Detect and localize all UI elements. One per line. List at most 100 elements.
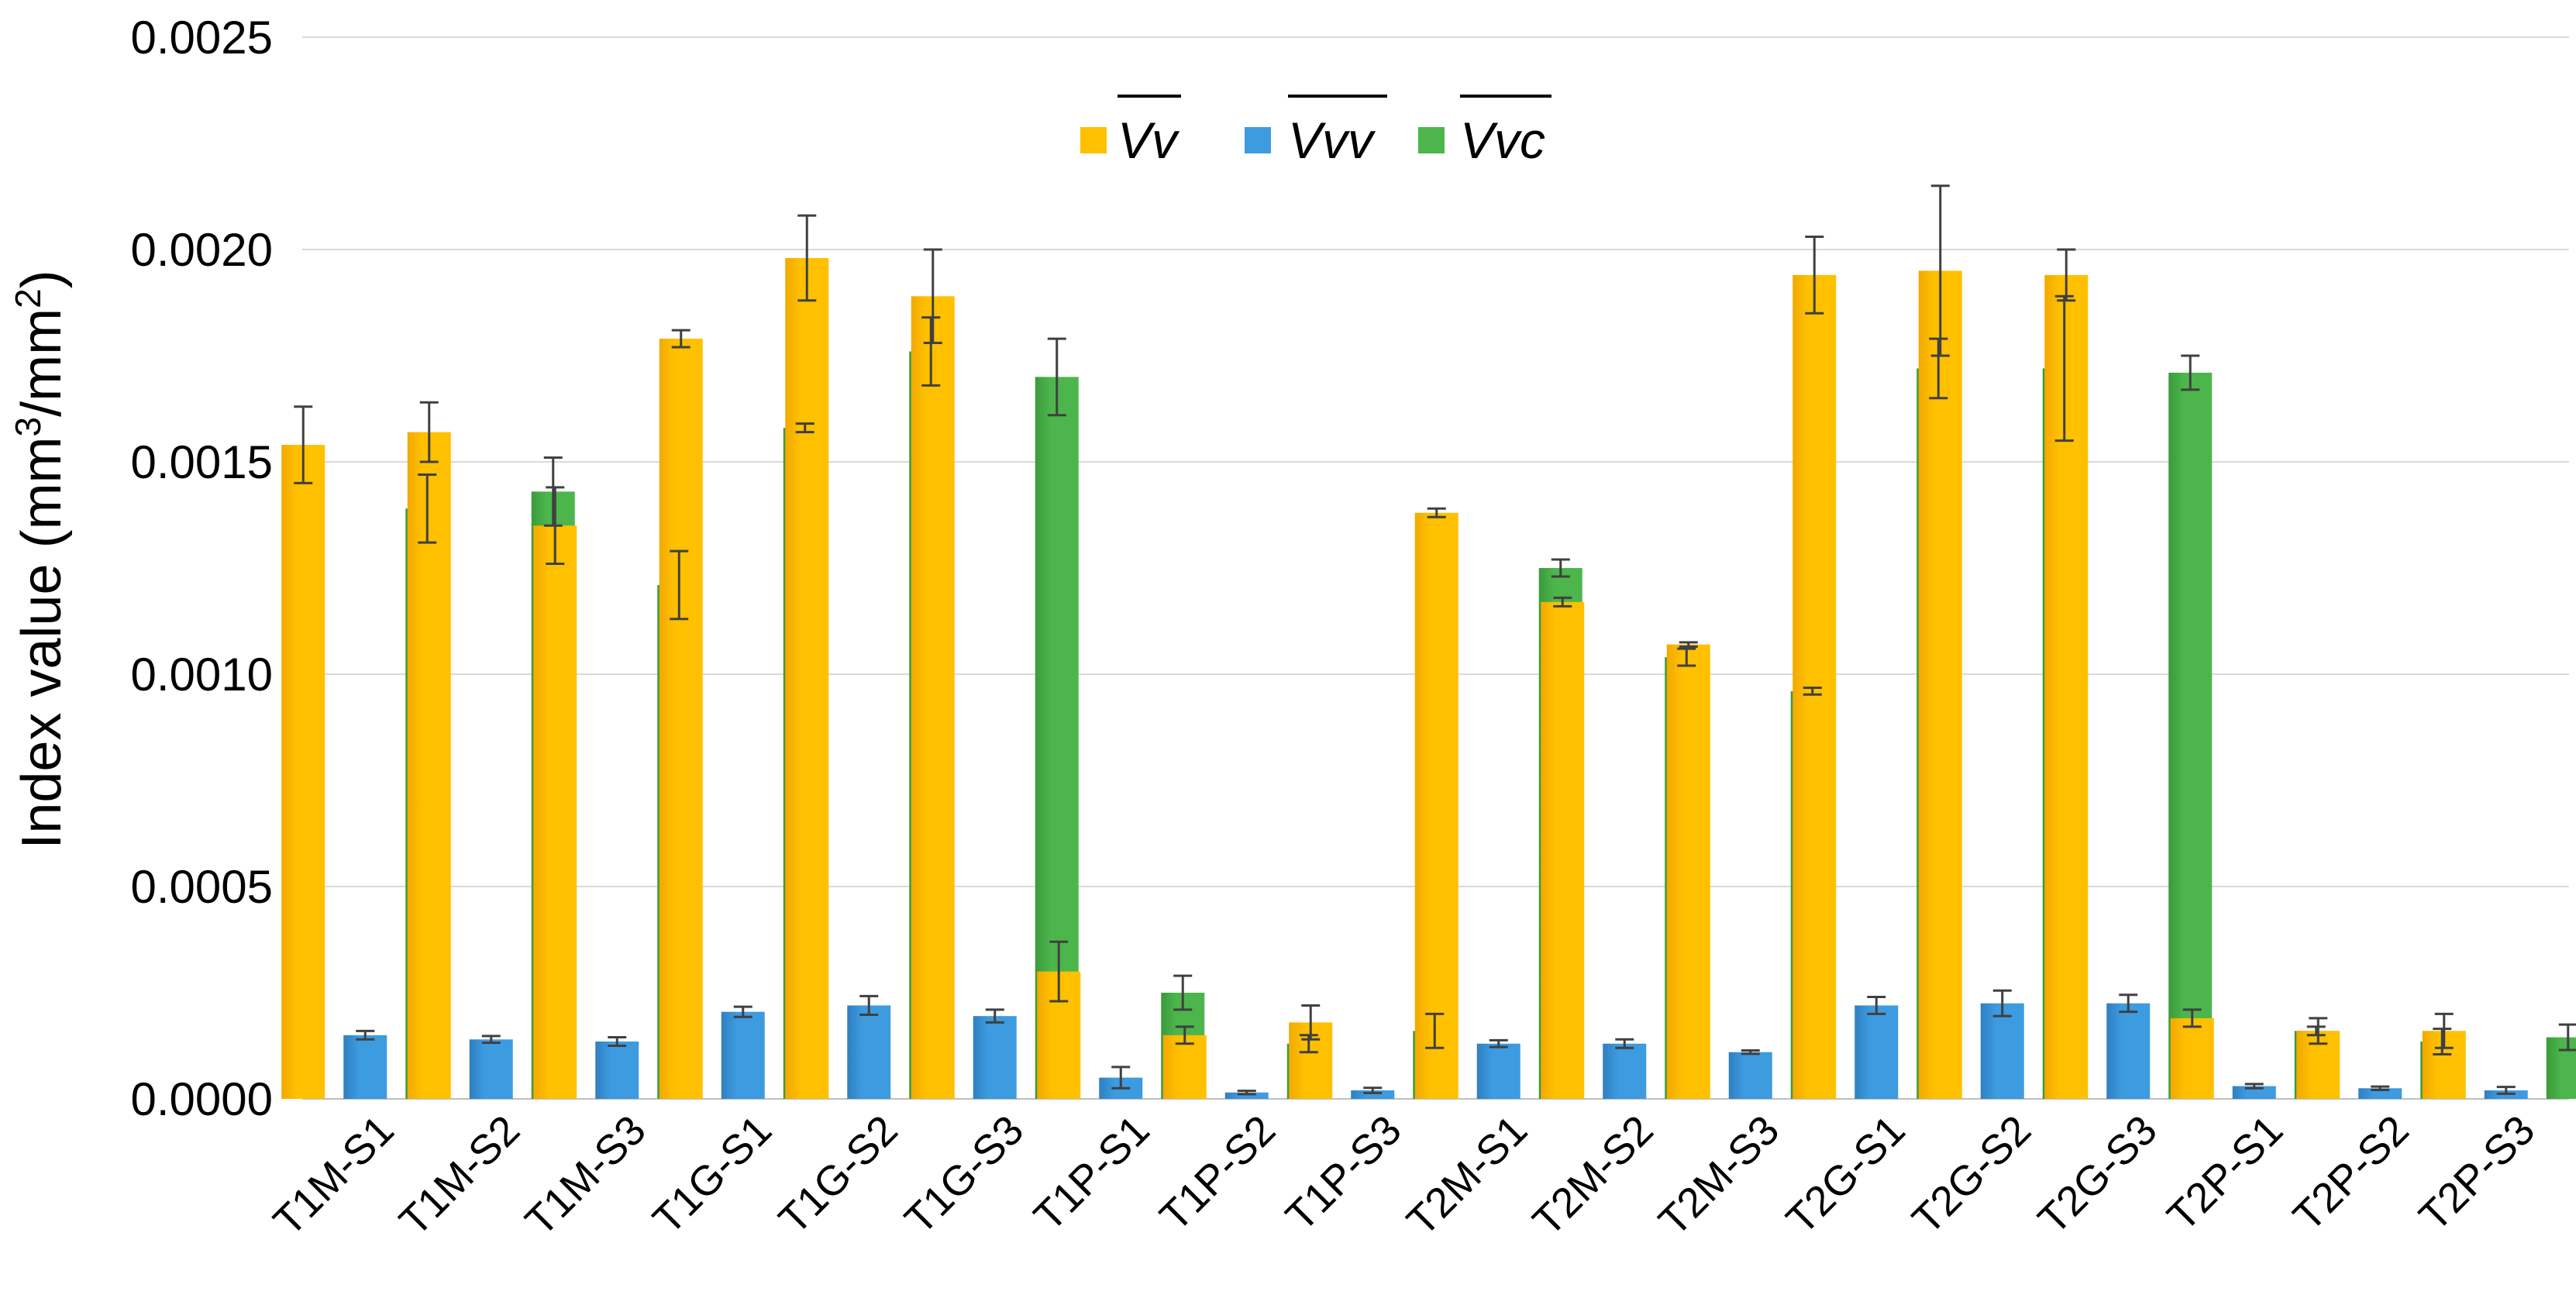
y-tick-labels: 0.0000 0.0005 0.0010 0.0015 0.0020 0.0025 [130,12,273,1125]
error-bar-vvc-t1p-s1 [1173,974,1193,1011]
bar-vvv-t2m-s2 [1603,1043,1647,1099]
y-tick-label: 0.0025 [130,12,273,64]
bar-vv-t1g-s1 [659,339,703,1100]
y-axis-title-middle: /mm [11,308,73,417]
y-tick-label: 0.0000 [130,1073,273,1125]
error-bar-vvc-t2g-s2 [2054,294,2074,442]
y-axis-title: Index value (mm3/mm2) [8,270,73,849]
error-bar-vvv-t2p-s1 [2244,1083,2264,1090]
category-labels: T1M-S1T1M-S2T1M-S3T1G-S1T1G-S2T1G-S3T1P-… [265,1107,2544,1245]
category-label: T1P-S3 [1277,1107,1410,1240]
bar-vvv-t1g-s1 [721,1011,765,1099]
category-label: T1G-S1 [644,1107,780,1243]
category-label: T2P-S1 [2158,1107,2292,1240]
category-label: T1G-S3 [896,1107,1032,1243]
bar-vvv-t2g-s3 [2106,1003,2151,1099]
category-label: T2M-S2 [1524,1107,1662,1245]
category-label: T1G-S2 [770,1107,907,1243]
bar-vv-t1p-s2 [1162,1035,1207,1099]
bar-vvv-t2p-s2 [2358,1088,2402,1099]
error-bar-vv-t1g-s1 [671,329,690,349]
error-bar-vvv-t2g-s2 [1992,989,2012,1017]
error-bar-vv-t1m-s2 [419,401,439,463]
y-axis-title-sup2: 2 [8,288,48,308]
error-bar-vvc-t2p-s2 [2433,1028,2452,1055]
error-bar-vvc-t1m-s2 [543,456,563,527]
legend-label-vvc: Vvc [1460,112,1545,169]
y-axis-title-prefix: Index value (mm [11,436,73,849]
bar-vvv-t1m-s1 [343,1035,387,1099]
category-label: T2M-S3 [1650,1107,1788,1245]
bar-vvv-t1g-s3 [973,1016,1017,1099]
error-bar-vvv-t2m-s1 [1489,1038,1508,1048]
category-label: T2P-S2 [2285,1107,2418,1240]
category-label: T1P-S1 [1025,1107,1159,1240]
error-bar-vvv-t1p-s2 [1237,1090,1256,1096]
bar-vvv-t1p-s3 [1351,1090,1395,1099]
bar-vv-t2g-s3 [2044,274,2089,1099]
bar-vvv-t2p-s1 [2232,1086,2276,1099]
error-bar-vvc-t2p-s3 [2558,1023,2576,1052]
bar-vvc-t2p-s3 [2546,1037,2576,1099]
error-bar-vvv-t2m-s2 [1615,1038,1634,1049]
error-bar-vvv-t2p-s3 [2496,1086,2516,1095]
error-bar-vv-t1p-s1 [1049,940,1069,1003]
error-bar-vv-t2m-s3 [1679,641,1698,648]
error-bar-vv-t1p-s2 [1175,1025,1194,1045]
error-bar-vv-t1g-s2 [797,214,817,302]
error-bar-vvc-t2p-s1 [2306,1025,2326,1037]
error-bar-vv-t2g-s3 [2057,248,2076,302]
category-label: T2G-S1 [1778,1107,1914,1243]
bar-vv-t2m-s2 [1541,601,1585,1099]
error-bar-vvv-t2g-s1 [1867,995,1886,1015]
bar-vv-t1m-s3 [533,525,577,1099]
category-label: T1P-S2 [1151,1107,1284,1240]
legend-swatch-vv [1080,127,1107,153]
error-bar-vvc-t1g-s2 [921,316,941,387]
error-bar-vvc-t2g-s1 [1929,337,1948,400]
error-bar-vv-t1p-s3 [1301,1004,1321,1041]
error-bar-vvc-t1m-s1 [418,473,437,544]
error-bar-vv-t1m-s3 [546,486,565,566]
error-bar-vv-t2m-s2 [1553,596,1572,608]
bars [281,257,2576,1100]
error-bar-vvc-t2m-s3 [1803,687,1822,696]
error-bar-vvv-t1m-s1 [356,1029,375,1041]
error-bar-vvc-t1g-s3 [1047,337,1066,417]
error-bar-vvv-t1g-s1 [733,1005,752,1018]
error-bar-vvc-t1p-s3 [1425,1012,1445,1049]
category-label: T2G-S2 [1903,1107,2040,1243]
bar-vvc-t2g-s3 [2168,372,2213,1099]
category-label: T1M-S2 [391,1107,529,1245]
legend-swatch-vvc [1418,127,1445,153]
error-bar-vvv-t1p-s3 [1363,1086,1383,1094]
legend-label-vvv: Vvv [1288,112,1376,169]
error-bar-vvc-t1g-s1 [795,422,814,434]
error-bar-vv-t1g-s3 [923,248,942,345]
error-bar-vv-t2g-s2 [1930,184,1950,357]
legend-swatch-vvv [1245,127,1271,153]
error-bar-vvc-t1p-s2 [1299,1034,1318,1054]
bar-vvv-t2g-s1 [1855,1005,1899,1099]
error-bar-vv-t2p-s1 [2182,1008,2202,1028]
bar-vv-t1m-s1 [281,445,325,1099]
y-tick-label: 0.0010 [130,649,273,701]
error-bar-vv-t2p-s2 [2309,1017,2328,1045]
error-bar-vvv-t1m-s3 [608,1036,627,1047]
bar-vv-t1m-s2 [407,432,451,1099]
y-axis-title-suffix: ) [11,270,73,288]
error-bar-vv-t1m-s1 [294,405,313,484]
legend-label-vv: Vv [1118,112,1180,169]
error-bar-vvv-t1p-s1 [1111,1066,1131,1090]
bar-vvv-t2m-s1 [1476,1043,1520,1099]
bar-vv-t2p-s1 [2170,1017,2214,1099]
error-bar-vvv-t2g-s3 [2119,993,2138,1014]
error-bar-vvc-t2g-s3 [2181,354,2200,391]
bar-vv-t1g-s3 [911,296,955,1099]
y-tick-label: 0.0015 [130,436,273,488]
error-bar-vvc-t2m-s2 [1677,647,1696,667]
bar-vvv-t1m-s3 [595,1042,639,1099]
error-bar-vv-t2m-s1 [1427,507,1446,518]
y-axis-title-sup1: 3 [8,417,48,437]
error-bar-vvv-t1g-s2 [859,994,879,1016]
